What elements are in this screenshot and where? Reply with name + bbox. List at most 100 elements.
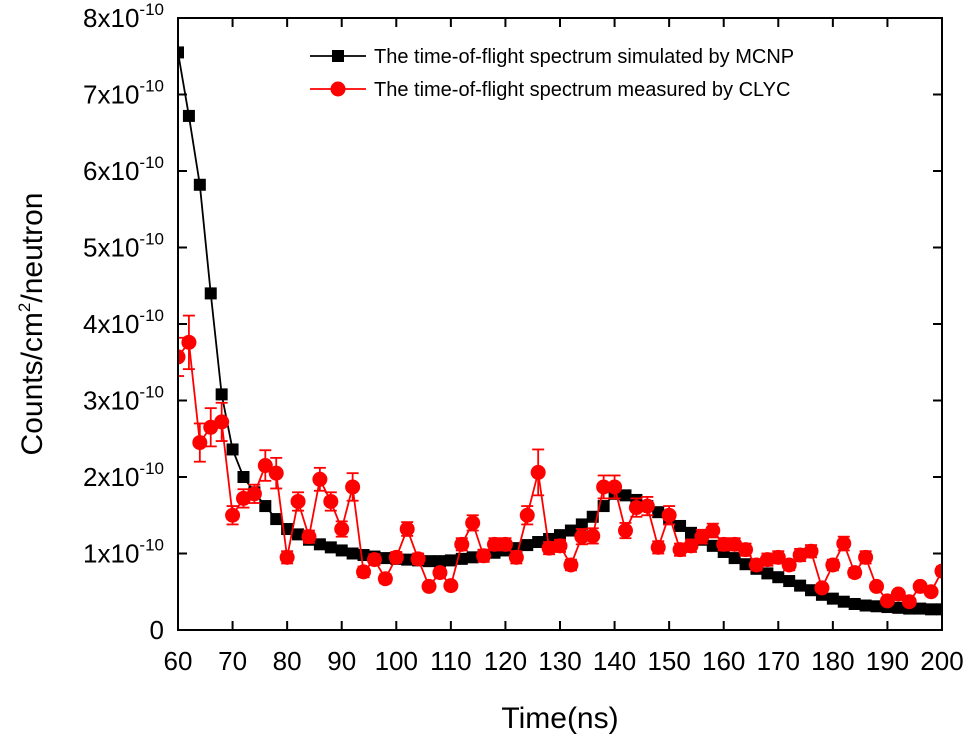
data-point	[761, 567, 774, 580]
data-point	[423, 555, 436, 568]
data-point	[859, 599, 872, 612]
data-point	[694, 529, 710, 545]
data-point	[772, 571, 785, 584]
data-point	[193, 178, 206, 191]
x-tick-label: 120	[484, 646, 527, 676]
data-point	[410, 551, 426, 567]
data-point	[497, 536, 513, 552]
y-tick-label: 4x10-10	[83, 306, 164, 339]
data-point	[532, 536, 545, 549]
legend-marker	[332, 50, 344, 62]
data-point	[181, 334, 197, 350]
data-point	[225, 507, 241, 523]
data-point	[204, 287, 217, 300]
y-tick-label: 6x10-10	[83, 153, 164, 186]
data-point	[837, 595, 850, 608]
data-point	[324, 541, 337, 554]
data-point	[783, 575, 796, 588]
data-point	[607, 479, 623, 495]
data-point	[268, 465, 284, 481]
x-tick-label: 70	[218, 646, 247, 676]
data-point	[521, 539, 534, 552]
data-point	[728, 552, 741, 565]
y-tick-label: 3x10-10	[83, 383, 164, 416]
data-point	[192, 435, 208, 451]
data-point	[936, 603, 942, 616]
data-point	[465, 515, 481, 531]
data-point	[803, 543, 819, 559]
data-point	[738, 542, 754, 558]
data-point	[346, 547, 359, 560]
data-point	[901, 594, 917, 610]
data-point	[246, 486, 262, 502]
x-axis-title: Time(ns)	[501, 702, 618, 735]
x-tick-label: 100	[375, 646, 418, 676]
data-point	[215, 388, 228, 401]
legend-marker	[330, 81, 346, 97]
data-point	[401, 553, 414, 566]
data-point	[925, 603, 938, 616]
data-point	[444, 554, 457, 567]
data-point	[661, 507, 677, 523]
plot-content	[178, 46, 942, 616]
legend: The time-of-flight spectrum simulated by…	[310, 46, 794, 101]
data-point	[530, 464, 546, 480]
data-point	[214, 414, 230, 430]
data-point	[554, 529, 566, 542]
data-point	[335, 544, 348, 557]
data-point	[433, 555, 446, 568]
data-point	[914, 602, 927, 615]
data-point	[826, 592, 839, 605]
data-point	[639, 498, 655, 514]
data-point	[237, 471, 250, 483]
x-tick-label: 150	[647, 646, 690, 676]
data-point	[301, 529, 317, 545]
data-point	[366, 552, 382, 568]
data-point	[923, 584, 939, 600]
data-point	[564, 524, 577, 537]
data-point	[257, 458, 273, 474]
data-point	[399, 521, 415, 537]
x-tick-label: 190	[866, 646, 909, 676]
data-point	[487, 536, 503, 552]
data-point	[650, 539, 666, 555]
data-point	[705, 523, 721, 539]
data-point	[356, 564, 372, 580]
data-point	[684, 526, 697, 539]
data-point	[879, 593, 895, 609]
x-tick-label: 140	[593, 646, 636, 676]
data-point	[563, 557, 579, 573]
y-tick-label: 0	[150, 615, 164, 645]
data-point	[814, 580, 830, 596]
data-point	[858, 549, 874, 565]
data-point	[466, 551, 479, 564]
data-point	[781, 557, 797, 573]
data-point	[585, 528, 601, 544]
x-tick-label: 130	[538, 646, 581, 676]
data-point	[377, 571, 393, 587]
x-tick-label: 60	[164, 646, 193, 676]
data-point	[443, 578, 459, 594]
data-point	[825, 557, 841, 573]
y-axis-title-suffix: /neutron	[16, 193, 49, 303]
data-point	[178, 46, 184, 59]
legend-label: The time-of-flight spectrum measured by …	[374, 79, 790, 101]
y-tick-label: 2x10-10	[83, 459, 164, 492]
data-point	[706, 539, 719, 552]
data-point	[345, 479, 361, 495]
data-point	[388, 549, 404, 565]
data-point	[313, 538, 326, 551]
data-point	[836, 536, 852, 552]
data-point	[312, 471, 328, 487]
data-point	[770, 549, 786, 565]
data-point	[870, 600, 883, 613]
legend-label: The time-of-flight spectrum simulated by…	[374, 46, 794, 68]
x-tick-label: 180	[811, 646, 854, 676]
data-point	[334, 521, 350, 537]
data-point	[575, 518, 588, 531]
data-point	[290, 493, 306, 509]
x-tick-label: 200	[920, 646, 963, 676]
data-point	[848, 597, 861, 610]
data-point	[596, 479, 612, 495]
